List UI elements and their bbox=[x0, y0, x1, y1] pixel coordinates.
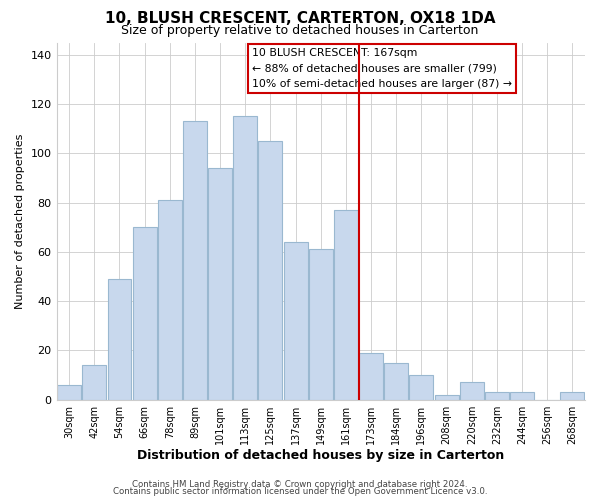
Text: Contains public sector information licensed under the Open Government Licence v3: Contains public sector information licen… bbox=[113, 488, 487, 496]
Bar bbox=[434, 395, 458, 400]
Text: 10 BLUSH CRESCENT: 167sqm
← 88% of detached houses are smaller (799)
10% of semi: 10 BLUSH CRESCENT: 167sqm ← 88% of detac… bbox=[252, 48, 512, 89]
Y-axis label: Number of detached properties: Number of detached properties bbox=[15, 134, 25, 309]
Bar bbox=[82, 365, 106, 400]
Bar bbox=[460, 382, 484, 400]
X-axis label: Distribution of detached houses by size in Carterton: Distribution of detached houses by size … bbox=[137, 450, 505, 462]
Bar bbox=[334, 210, 358, 400]
Bar bbox=[284, 242, 308, 400]
Bar bbox=[309, 250, 333, 400]
Bar bbox=[158, 200, 182, 400]
Text: Contains HM Land Registry data © Crown copyright and database right 2024.: Contains HM Land Registry data © Crown c… bbox=[132, 480, 468, 489]
Bar bbox=[409, 375, 433, 400]
Bar bbox=[359, 353, 383, 400]
Bar bbox=[57, 385, 81, 400]
Bar bbox=[485, 392, 509, 400]
Text: 10, BLUSH CRESCENT, CARTERTON, OX18 1DA: 10, BLUSH CRESCENT, CARTERTON, OX18 1DA bbox=[105, 11, 495, 26]
Bar bbox=[510, 392, 534, 400]
Text: Size of property relative to detached houses in Carterton: Size of property relative to detached ho… bbox=[121, 24, 479, 37]
Bar bbox=[208, 168, 232, 400]
Bar bbox=[259, 141, 283, 400]
Bar bbox=[183, 122, 207, 400]
Bar bbox=[107, 279, 131, 400]
Bar bbox=[133, 228, 157, 400]
Bar bbox=[560, 392, 584, 400]
Bar bbox=[233, 116, 257, 400]
Bar bbox=[385, 363, 408, 400]
